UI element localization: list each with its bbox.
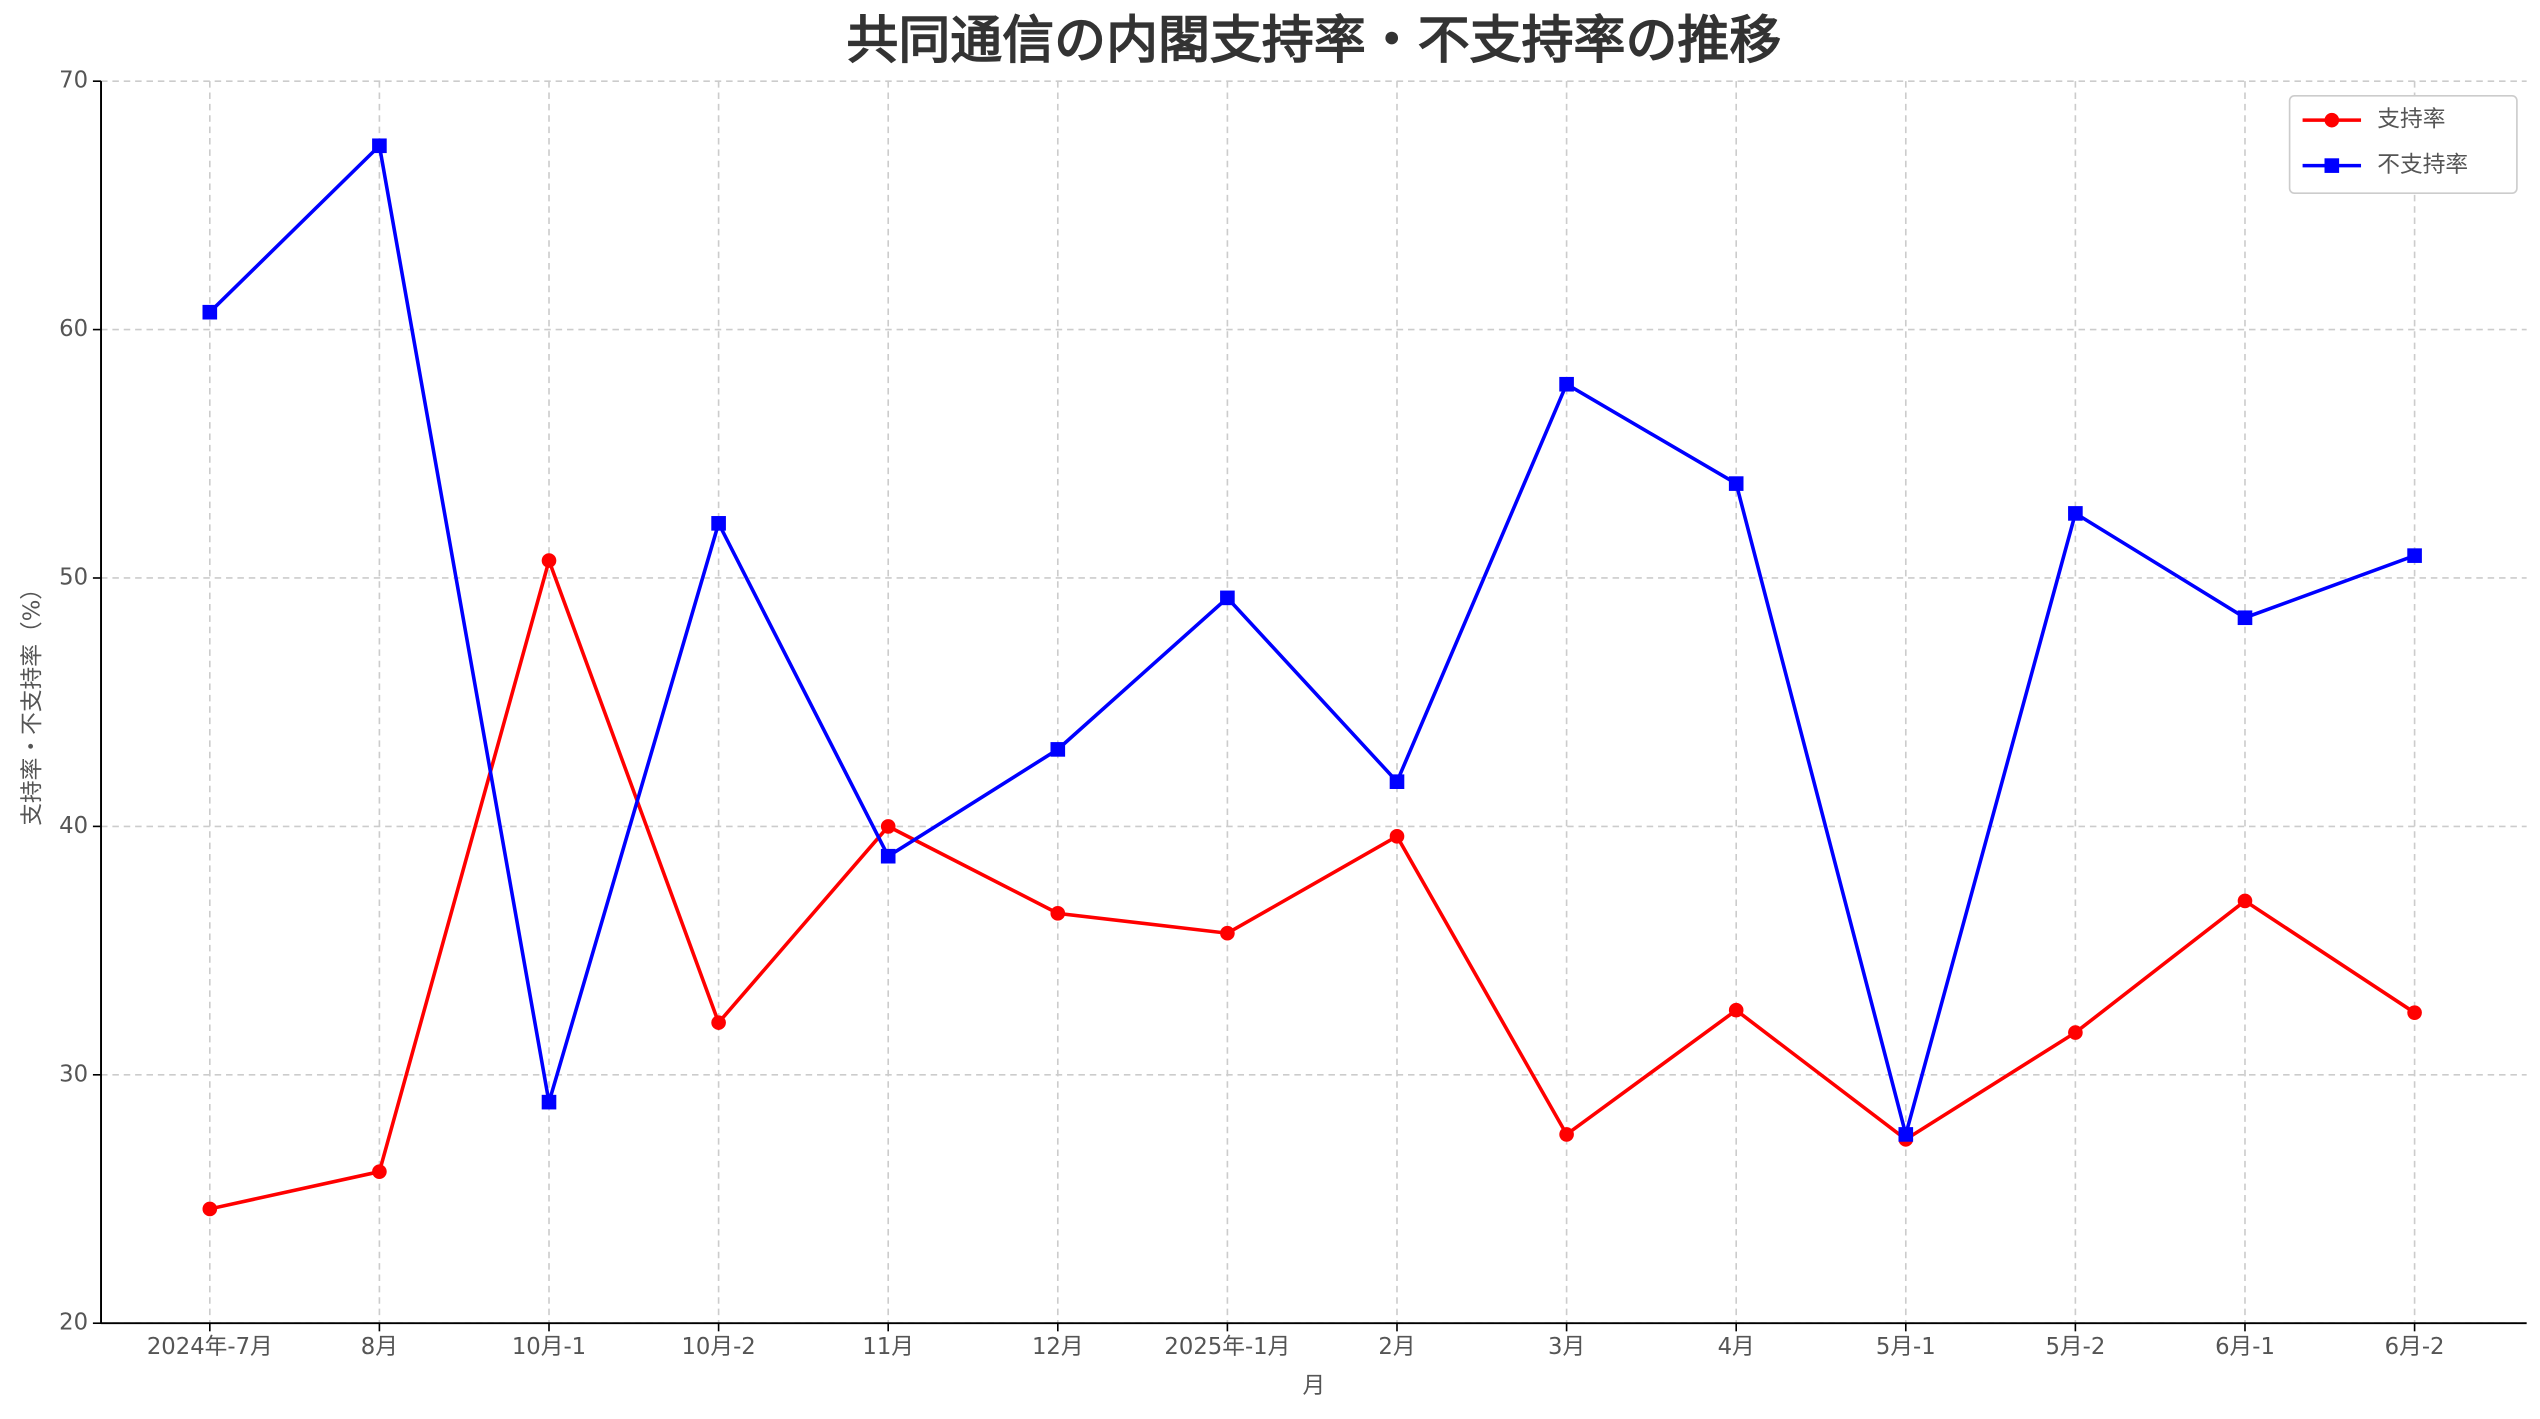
data-point [372, 138, 387, 154]
data-point [541, 553, 557, 568]
legend-label: 不支持率 [2377, 152, 2468, 178]
x-tick-label: 8月 [361, 1334, 398, 1360]
series-line [209, 554, 2416, 1211]
data-point [1559, 376, 1574, 392]
data-point [2237, 893, 2253, 909]
data-point [1898, 1127, 1914, 1142]
data-point [1050, 742, 1066, 757]
y-tick-label: 20 [59, 1310, 88, 1336]
y-tick-label: 30 [59, 1061, 88, 1087]
y-tick-label: 40 [59, 813, 88, 839]
data-point [880, 848, 896, 864]
data-point [541, 1094, 557, 1110]
x-tick-label: 10月-1 [512, 1334, 586, 1360]
data-point [1389, 829, 1405, 844]
x-tick-label: 6月-2 [2385, 1334, 2445, 1360]
data-point [1220, 925, 1235, 941]
data-point [2407, 548, 2422, 563]
data-point [880, 819, 896, 834]
legend-marker [2324, 158, 2340, 173]
data-point [1728, 1002, 1744, 1018]
x-tick-label: 3月 [1548, 1334, 1585, 1360]
x-tick-label: 2024年-7月 [147, 1334, 273, 1360]
y-tick-label: 60 [59, 316, 88, 342]
x-tick-label: 5月-1 [1876, 1334, 1936, 1360]
data-point [1389, 774, 1405, 789]
data-point [711, 1015, 726, 1030]
y-axis-label: 支持率・不支持率（%） [19, 577, 45, 826]
x-axis-label: 月 [1302, 1373, 1325, 1399]
data-point [372, 1164, 387, 1179]
data-point [2407, 1005, 2422, 1021]
data-point [1728, 476, 1744, 491]
x-tick-label: 6月-1 [2215, 1334, 2275, 1360]
series-line [208, 142, 2416, 1142]
data-point [2237, 610, 2253, 626]
y-tick-label: 70 [59, 68, 88, 94]
data-point [1559, 1127, 1574, 1142]
x-tick-label: 11月 [862, 1334, 914, 1360]
data-point [711, 516, 726, 531]
data-point [202, 304, 218, 320]
x-tick-label: 10月-2 [681, 1334, 755, 1360]
y-tick-label: 50 [59, 564, 88, 590]
chart-title: 共同通信の内閣支持率・不支持率の推移 [846, 11, 1781, 71]
data-point [1050, 906, 1066, 921]
data-point [1220, 590, 1235, 606]
x-tick-label: 2月 [1378, 1334, 1415, 1360]
data-point [2068, 506, 2083, 521]
legend-label: 支持率 [2377, 107, 2445, 133]
x-tick-label: 2025年-1月 [1164, 1334, 1290, 1360]
legend-marker [2324, 112, 2340, 128]
x-tick-label: 12月 [1032, 1334, 1084, 1360]
data-point [202, 1201, 218, 1217]
x-tick-label: 5月-2 [2045, 1334, 2105, 1360]
x-tick-label: 4月 [1718, 1334, 1755, 1360]
data-point [2068, 1025, 2083, 1040]
